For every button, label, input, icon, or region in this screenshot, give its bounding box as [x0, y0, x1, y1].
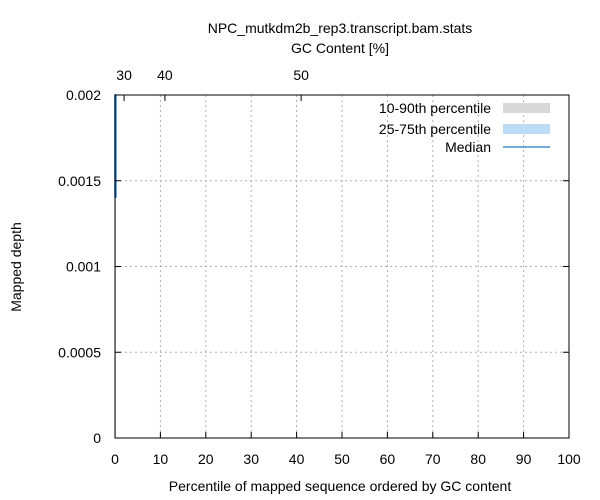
chart-subtitle: GC Content [%] — [291, 40, 389, 56]
legend-label: 25-75th percentile — [379, 121, 491, 137]
legend-swatch — [503, 103, 550, 113]
x-tick-label: 70 — [425, 451, 441, 467]
y-tick-label: 0.002 — [66, 87, 101, 103]
legend-swatch — [503, 124, 550, 134]
x-tick-label: 50 — [334, 451, 350, 467]
x-tick-label: 20 — [198, 451, 214, 467]
y-axis-label: Mapped depth — [8, 222, 24, 312]
chart-title: NPC_mutkdm2b_rep3.transcript.bam.stats — [208, 20, 473, 36]
x-tick-label: 80 — [470, 451, 486, 467]
legend-label: Median — [445, 139, 491, 155]
y-tick-label: 0.001 — [66, 259, 101, 275]
grid — [115, 95, 569, 438]
legend: 10-90th percentile 25-75th percentile Medi… — [379, 100, 550, 155]
y-tick-label: 0.0005 — [58, 344, 101, 360]
x-tick-label: 40 — [289, 451, 305, 467]
x-tick-label: 0 — [111, 451, 119, 467]
top-tick-label: 30 — [116, 67, 132, 83]
x-tick-label: 30 — [243, 451, 259, 467]
y-tick-label: 0.0015 — [58, 173, 101, 189]
x-tick-label: 60 — [380, 451, 396, 467]
x-axis-label: Percentile of mapped sequence ordered by… — [169, 478, 512, 494]
x-tick-label: 100 — [557, 451, 581, 467]
top-tick-label: 50 — [293, 67, 309, 83]
top-tick-label: 40 — [157, 67, 173, 83]
x-tick-label: 10 — [153, 451, 169, 467]
legend-label: 10-90th percentile — [379, 100, 491, 116]
ticks: 0 10 20 30 40 50 60 70 80 90 100 0 0.0005 0.001 0.0015… — [58, 67, 581, 467]
x-tick-label: 90 — [516, 451, 532, 467]
y-tick-label: 0 — [93, 430, 101, 446]
